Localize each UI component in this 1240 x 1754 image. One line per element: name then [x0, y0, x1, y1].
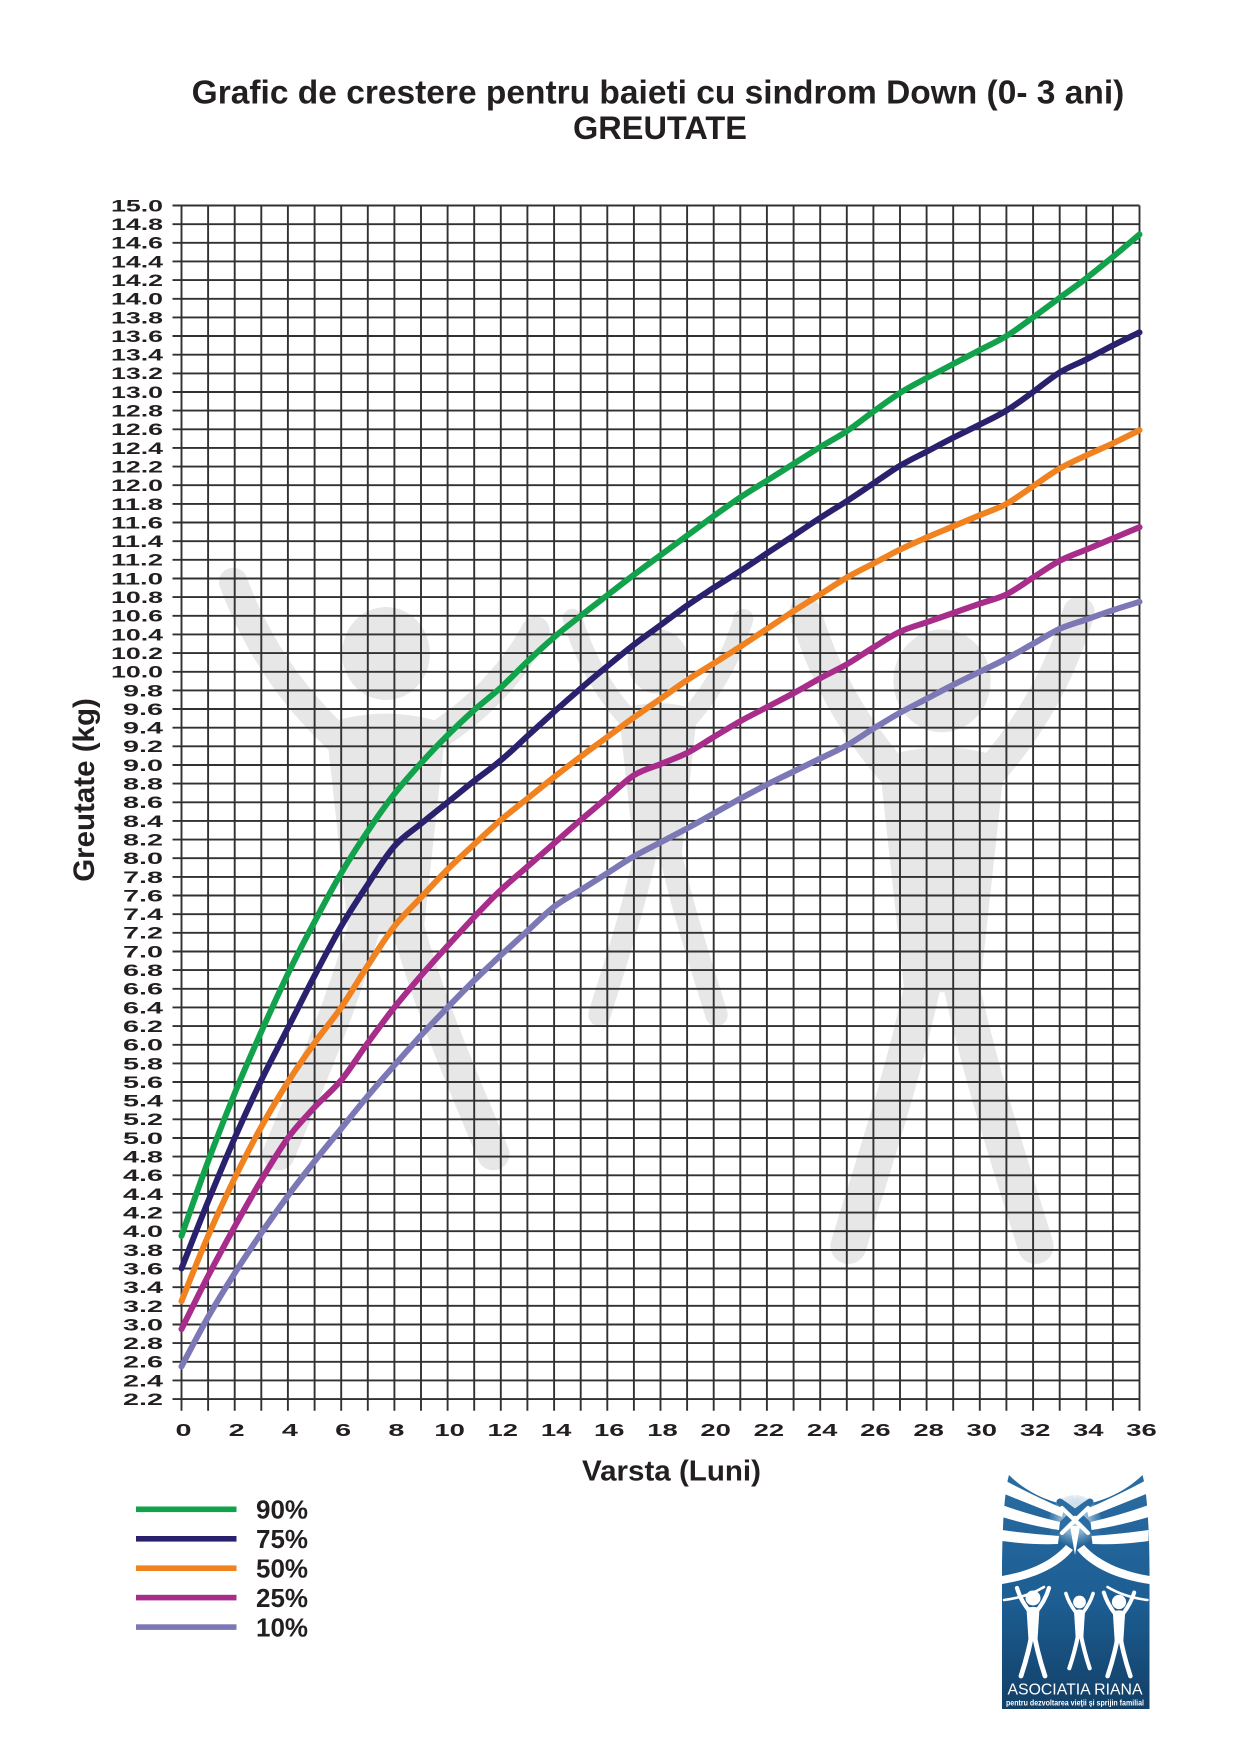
svg-text:5.8: 5.8 [123, 1054, 163, 1073]
svg-text:4.2: 4.2 [123, 1204, 163, 1223]
svg-text:13.4: 13.4 [111, 346, 164, 365]
svg-text:9.8: 9.8 [123, 681, 163, 700]
svg-text:6.4: 6.4 [123, 998, 164, 1017]
svg-text:8.4: 8.4 [123, 812, 164, 831]
svg-text:12.4: 12.4 [111, 439, 164, 458]
svg-text:6.0: 6.0 [123, 1036, 163, 1055]
svg-text:50%: 50% [256, 1554, 308, 1584]
svg-text:6: 6 [335, 1420, 351, 1440]
svg-text:18: 18 [647, 1420, 678, 1440]
svg-text:14.0: 14.0 [111, 290, 163, 309]
svg-text:3.0: 3.0 [123, 1315, 163, 1334]
svg-text:13.6: 13.6 [111, 327, 163, 346]
svg-text:25%: 25% [256, 1583, 308, 1613]
svg-text:4.4: 4.4 [123, 1185, 164, 1204]
svg-text:13.8: 13.8 [111, 308, 163, 327]
svg-text:13.0: 13.0 [111, 383, 163, 402]
svg-text:13.2: 13.2 [111, 364, 163, 383]
svg-text:10: 10 [434, 1420, 465, 1440]
svg-text:20: 20 [700, 1420, 731, 1440]
svg-text:7.0: 7.0 [123, 942, 163, 961]
svg-text:30: 30 [967, 1420, 998, 1440]
svg-text:6.8: 6.8 [123, 961, 163, 980]
svg-text:12.0: 12.0 [111, 476, 163, 495]
svg-text:8: 8 [388, 1420, 404, 1440]
svg-text:28: 28 [913, 1420, 944, 1440]
svg-text:10.4: 10.4 [111, 625, 164, 644]
svg-text:0: 0 [176, 1420, 192, 1440]
svg-text:6.6: 6.6 [123, 980, 163, 999]
svg-text:4.0: 4.0 [123, 1222, 163, 1241]
svg-text:9.0: 9.0 [123, 756, 163, 775]
svg-text:7.2: 7.2 [123, 924, 163, 943]
svg-text:7.4: 7.4 [123, 905, 164, 924]
svg-text:2.6: 2.6 [123, 1353, 163, 1372]
svg-text:5.2: 5.2 [123, 1110, 163, 1129]
svg-text:12.6: 12.6 [111, 420, 163, 439]
svg-text:3.4: 3.4 [123, 1278, 164, 1297]
svg-text:4.6: 4.6 [123, 1166, 163, 1185]
svg-text:10%: 10% [256, 1612, 308, 1642]
svg-text:3.6: 3.6 [123, 1260, 163, 1279]
svg-text:10.2: 10.2 [111, 644, 163, 663]
svg-text:3.2: 3.2 [123, 1297, 163, 1316]
svg-text:11.6: 11.6 [111, 513, 163, 532]
svg-text:pentru dezvoltarea vieţii şi s: pentru dezvoltarea vieţii şi sprijin fam… [1006, 1699, 1144, 1708]
svg-text:2.8: 2.8 [123, 1334, 163, 1353]
svg-text:9.6: 9.6 [123, 700, 163, 719]
svg-text:36: 36 [1126, 1420, 1157, 1440]
svg-text:14.6: 14.6 [111, 234, 163, 253]
svg-text:Greutate (kg): Greutate (kg) [68, 698, 101, 882]
svg-text:26: 26 [860, 1420, 891, 1440]
svg-text:8.2: 8.2 [123, 831, 163, 850]
svg-text:12: 12 [488, 1420, 519, 1440]
svg-text:15.0: 15.0 [111, 196, 163, 215]
svg-text:14.2: 14.2 [111, 271, 163, 290]
svg-text:8.6: 8.6 [123, 793, 163, 812]
svg-text:8.8: 8.8 [123, 775, 163, 794]
svg-text:10.8: 10.8 [111, 588, 163, 607]
svg-text:14.8: 14.8 [111, 215, 163, 234]
svg-text:GREUTATE: GREUTATE [573, 110, 747, 146]
svg-text:75%: 75% [256, 1524, 308, 1554]
svg-text:10.0: 10.0 [111, 663, 163, 682]
svg-text:16: 16 [594, 1420, 625, 1440]
svg-text:5.6: 5.6 [123, 1073, 163, 1092]
svg-text:22: 22 [754, 1420, 785, 1440]
svg-text:2.4: 2.4 [123, 1371, 164, 1390]
svg-text:2: 2 [229, 1420, 245, 1440]
svg-text:6.2: 6.2 [123, 1017, 163, 1036]
svg-text:2.2: 2.2 [123, 1390, 163, 1409]
svg-text:32: 32 [1020, 1420, 1051, 1440]
svg-text:10.6: 10.6 [111, 607, 163, 626]
svg-text:Varsta (Luni): Varsta (Luni) [582, 1455, 761, 1487]
svg-text:11.2: 11.2 [111, 551, 163, 570]
svg-text:90%: 90% [256, 1495, 308, 1525]
svg-text:7.8: 7.8 [123, 868, 163, 887]
svg-text:9.2: 9.2 [123, 737, 163, 756]
svg-text:7.6: 7.6 [123, 886, 163, 905]
svg-text:34: 34 [1073, 1420, 1104, 1440]
svg-text:12.8: 12.8 [111, 402, 163, 421]
svg-text:9.4: 9.4 [123, 719, 164, 738]
svg-text:11.8: 11.8 [111, 495, 163, 514]
svg-text:12.2: 12.2 [111, 458, 163, 477]
svg-text:5.4: 5.4 [123, 1092, 164, 1111]
svg-text:3.8: 3.8 [123, 1241, 163, 1260]
svg-text:11.4: 11.4 [111, 532, 164, 551]
svg-text:4: 4 [282, 1420, 298, 1440]
svg-text:24: 24 [807, 1420, 838, 1440]
svg-text:14.4: 14.4 [111, 252, 164, 271]
svg-text:ASOCIATIA RIANA: ASOCIATIA RIANA [1008, 1682, 1144, 1699]
svg-text:14: 14 [541, 1420, 572, 1440]
svg-text:Grafic de crestere pentru baie: Grafic de crestere pentru baieti cu sind… [192, 74, 1125, 111]
svg-text:4.8: 4.8 [123, 1148, 163, 1167]
svg-text:11.0: 11.0 [111, 569, 163, 588]
svg-text:8.0: 8.0 [123, 849, 163, 868]
svg-text:5.0: 5.0 [123, 1129, 163, 1148]
